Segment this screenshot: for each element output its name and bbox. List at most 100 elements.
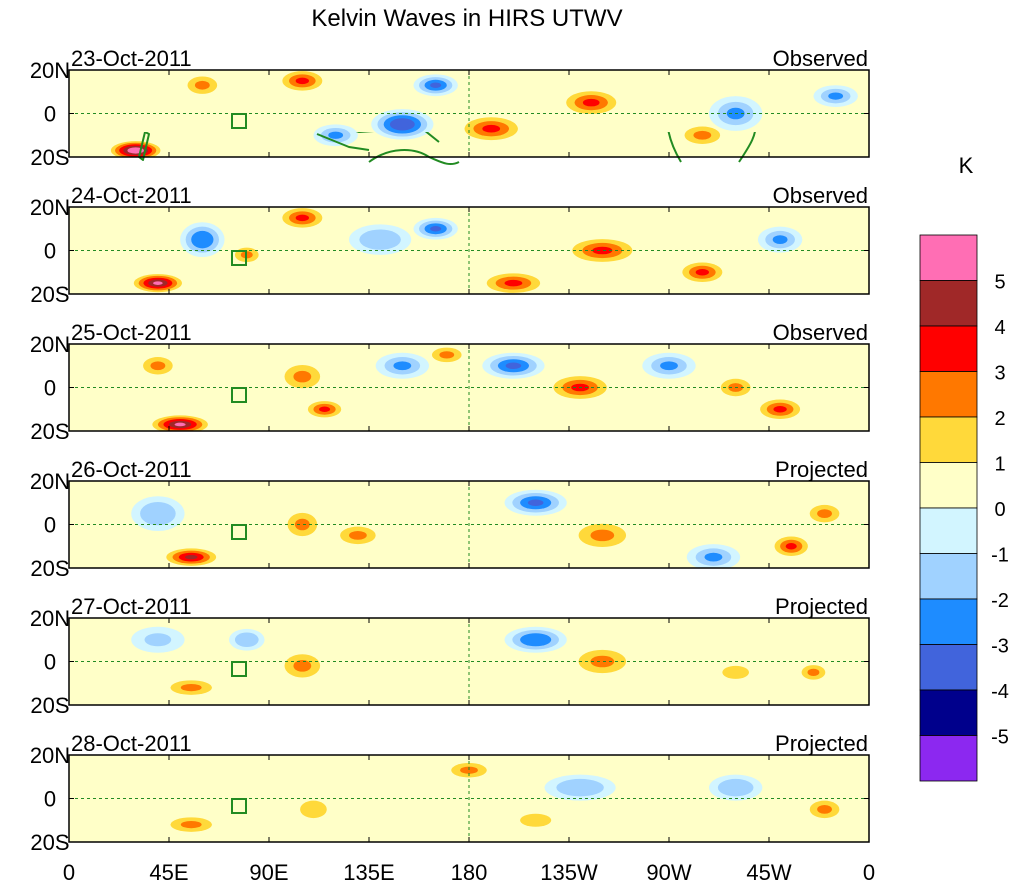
colorbar-swatch xyxy=(919,644,978,691)
anomaly-contour xyxy=(153,281,163,285)
colorbar-label: -2 xyxy=(991,590,1009,612)
anomaly-contour xyxy=(590,655,615,668)
anomaly-contour xyxy=(704,552,723,562)
lat-tick-label: 20S xyxy=(30,556,69,581)
colorbar-label: -5 xyxy=(991,727,1009,749)
colorbar-swatch xyxy=(919,325,978,372)
anomaly-contour xyxy=(592,246,613,255)
lon-tick-label: 45W xyxy=(746,860,791,885)
lat-tick-label: 20N xyxy=(30,606,70,631)
colorbar-label: 2 xyxy=(994,408,1005,430)
anomaly-contour xyxy=(369,234,391,245)
colorbar-swatch xyxy=(919,234,978,281)
anomaly-contour xyxy=(149,507,167,520)
anomaly-contour xyxy=(726,783,745,792)
anomaly-contour xyxy=(520,813,552,827)
anomaly-contour xyxy=(295,214,310,222)
map-panel: 23-Oct-2011 Observed 20N 0 20S xyxy=(30,46,870,170)
panel-date: 23-Oct-2011 xyxy=(71,46,192,71)
lat-tick-label: 0 xyxy=(44,239,56,264)
lat-tick-label: 20S xyxy=(30,145,69,170)
anomaly-contour xyxy=(772,235,788,244)
lat-tick-label: 0 xyxy=(44,650,56,675)
lon-tick-label: 135W xyxy=(540,860,598,885)
colorbar-swatch xyxy=(919,280,978,327)
colorbar-label: 0 xyxy=(994,499,1005,521)
panel-date: 24-Oct-2011 xyxy=(71,183,192,208)
anomaly-field xyxy=(129,207,803,294)
colorbar-swatch xyxy=(919,598,978,645)
panel-type-label: Observed xyxy=(773,320,868,345)
anomaly-contour xyxy=(582,98,600,107)
colorbar-swatch xyxy=(919,371,978,418)
anomaly-contour xyxy=(773,405,787,413)
anomaly-contour xyxy=(695,268,709,276)
panel-type-label: Projected xyxy=(775,457,868,482)
lon-tick-label: 180 xyxy=(451,860,488,885)
anomaly-contour xyxy=(294,518,310,531)
anomaly-contour xyxy=(785,542,797,550)
longitude-axis: 0 45E 90E 135E 180 135W 90W 45W 0 xyxy=(63,860,875,885)
colorbar-label: -4 xyxy=(991,681,1009,703)
anomaly-contour xyxy=(430,82,442,88)
colorbar-label: 3 xyxy=(994,363,1005,385)
panel-date: 26-Oct-2011 xyxy=(71,457,192,482)
lat-tick-label: 20N xyxy=(30,743,70,768)
anomaly-contour xyxy=(185,554,198,560)
anomaly-contour xyxy=(817,805,832,814)
anomaly-contour xyxy=(568,783,592,792)
map-panel: 24-Oct-2011 Observed 20N 0 20S xyxy=(30,183,870,307)
panel-type-label: Projected xyxy=(775,731,868,756)
lat-tick-label: 20N xyxy=(30,195,70,220)
anomaly-field xyxy=(131,489,847,568)
lat-tick-label: 20S xyxy=(30,830,69,855)
anomaly-contour xyxy=(396,121,409,128)
anomaly-contour xyxy=(505,362,522,370)
anomaly-contour xyxy=(319,406,331,412)
lat-tick-label: 20S xyxy=(30,693,69,718)
anomaly-contour xyxy=(174,422,186,427)
anomaly-contour xyxy=(527,499,544,507)
colorbar: 5 4 3 2 1 0 -1 -2 -3 -4 -5 xyxy=(919,234,1009,782)
panel-date: 28-Oct-2011 xyxy=(71,731,192,756)
anomaly-field xyxy=(160,759,847,836)
lat-tick-label: 20S xyxy=(30,419,69,444)
anomaly-contour xyxy=(194,80,210,90)
anomaly-contour xyxy=(660,361,678,371)
lon-tick-label: 0 xyxy=(863,860,875,885)
anomaly-contour xyxy=(828,92,844,100)
panel-date: 27-Oct-2011 xyxy=(71,594,192,619)
lat-tick-label: 20N xyxy=(30,58,70,83)
lat-tick-label: 20S xyxy=(30,282,69,307)
lon-tick-label: 90W xyxy=(646,860,691,885)
map-panel: 25-Oct-2011 Observed 20N 0 20S xyxy=(30,320,870,444)
anomaly-contour xyxy=(807,668,820,676)
lat-tick-label: 20N xyxy=(30,469,70,494)
colorbar-label: 5 xyxy=(994,272,1005,294)
panel-type-label: Observed xyxy=(773,183,868,208)
lat-tick-label: 0 xyxy=(44,102,56,127)
colorbar-swatch xyxy=(919,689,978,736)
anomaly-contour xyxy=(293,660,312,672)
lat-tick-label: 0 xyxy=(44,376,56,401)
anomaly-contour xyxy=(131,148,140,153)
colorbar-swatch xyxy=(919,735,978,782)
anomaly-contour xyxy=(722,665,750,679)
colorbar-label: -1 xyxy=(991,545,1009,567)
map-panel: 26-Oct-2011 Projected 20N 0 20S xyxy=(30,457,870,581)
anomaly-contour xyxy=(817,509,832,518)
anomaly-contour xyxy=(300,800,327,819)
colorbar-swatch xyxy=(919,507,978,554)
chart-title: Kelvin Waves in HIRS UTWV xyxy=(311,5,622,32)
anomaly-contour xyxy=(293,370,312,383)
map-panel: 27-Oct-2011 Projected 20N 0 20S xyxy=(30,594,870,718)
anomaly-contour xyxy=(430,226,442,232)
anomaly-contour xyxy=(482,124,501,133)
lon-tick-label: 90E xyxy=(249,860,288,885)
anomaly-contour xyxy=(150,361,166,371)
lat-tick-label: 0 xyxy=(44,787,56,812)
anomaly-field xyxy=(106,70,858,157)
anomaly-field xyxy=(131,626,832,699)
lon-tick-label: 135E xyxy=(343,860,394,885)
